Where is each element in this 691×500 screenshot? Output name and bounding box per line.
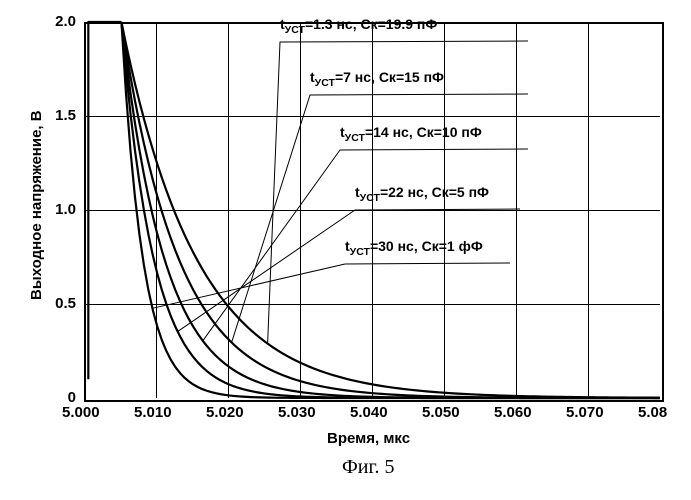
y-gridline (84, 116, 660, 117)
leader-line (178, 209, 520, 332)
curve-label: tУСТ=22 нс, Ск=5 пФ (355, 184, 489, 204)
y-axis-label: Выходное напряжение, В (28, 110, 45, 300)
y-gridline (84, 304, 660, 305)
curve-label: tУСТ=14 нс, Ск=10 пФ (340, 124, 482, 144)
x-axis-label: Время, мкс (327, 430, 410, 447)
y-tick-label: 0 (68, 389, 76, 406)
pulse-edge (88, 22, 121, 379)
y-tick-label: 2.0 (55, 13, 76, 30)
curve-label: tУСТ=30 нс, Ск=1 фФ (345, 238, 483, 258)
x-tick-label: 5.050 (422, 404, 460, 421)
y-tick-label: 1.5 (55, 107, 76, 124)
x-tick-label: 5.010 (134, 404, 172, 421)
x-tick-label: 5.030 (278, 404, 316, 421)
curve-label: tУСТ=7 нс, Ск=15 пФ (310, 69, 444, 89)
x-tick-label: 5.000 (62, 404, 100, 421)
leader-line (152, 263, 510, 308)
y-gridline (84, 210, 660, 211)
x-tick-label: 5.060 (494, 404, 532, 421)
x-tick-label: 5.070 (566, 404, 604, 421)
y-tick-label: 0.5 (55, 295, 76, 312)
x-tick-label: 5.08 (638, 404, 667, 421)
x-tick-label: 5.020 (206, 404, 244, 421)
y-tick-label: 1.0 (55, 201, 76, 218)
x-tick-label: 5.040 (350, 404, 388, 421)
figure-caption: Фиг. 5 (342, 456, 394, 479)
curve-label: tУСТ=1.3 нс, Ск=19.9 пФ (280, 16, 437, 36)
